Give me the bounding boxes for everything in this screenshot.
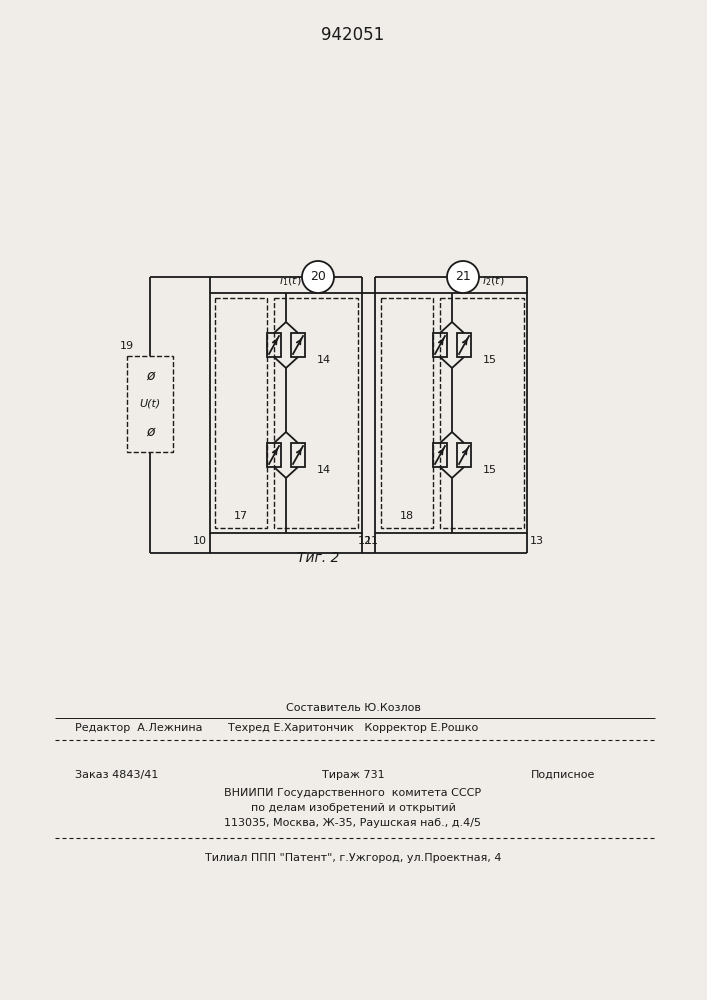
Text: 12: 12	[358, 536, 372, 546]
Circle shape	[447, 261, 479, 293]
Bar	[210, 293, 362, 533]
Bar	[381, 298, 433, 528]
Bar	[375, 293, 527, 533]
Text: 942051: 942051	[322, 26, 385, 44]
Text: 11: 11	[365, 536, 379, 546]
Bar	[457, 333, 471, 357]
Bar	[127, 356, 173, 452]
Text: Τиг. 2: Τиг. 2	[297, 551, 339, 565]
Text: U(t): U(t)	[139, 399, 160, 409]
Circle shape	[302, 261, 334, 293]
Bar	[215, 298, 267, 528]
Text: Тираж 731: Тираж 731	[322, 770, 385, 780]
Text: 21: 21	[455, 270, 471, 284]
Bar	[433, 333, 447, 357]
Text: Составитель Ю.Козлов: Составитель Ю.Козлов	[286, 703, 421, 713]
Text: $i_2(t)$: $i_2(t)$	[481, 274, 504, 288]
Bar	[291, 333, 305, 357]
Bar	[267, 333, 281, 357]
Text: 13: 13	[530, 536, 544, 546]
Text: 14: 14	[317, 465, 331, 475]
Text: 17: 17	[234, 511, 248, 521]
Bar	[457, 443, 471, 467]
Bar	[274, 298, 358, 528]
Text: ВНИИПИ Государственного  комитета СССР: ВНИИПИ Государственного комитета СССР	[224, 788, 481, 798]
Text: 10: 10	[193, 536, 207, 546]
Bar	[291, 443, 305, 467]
Text: 14: 14	[317, 355, 331, 365]
Bar	[440, 298, 524, 528]
Bar	[267, 443, 281, 467]
Text: по делам изобретений и открытий: по делам изобретений и открытий	[250, 803, 455, 813]
Text: Редактор  А.Лежнина: Редактор А.Лежнина	[75, 723, 202, 733]
Text: 18: 18	[400, 511, 414, 521]
Text: Подписное: Подписное	[531, 770, 595, 780]
Text: 15: 15	[483, 355, 497, 365]
Text: Заказ 4843/41: Заказ 4843/41	[75, 770, 158, 780]
Text: 15: 15	[483, 465, 497, 475]
Text: ø: ø	[146, 369, 154, 383]
Text: 20: 20	[310, 270, 326, 284]
Text: 113035, Москва, Ж-35, Раушская наб., д.4/5: 113035, Москва, Ж-35, Раушская наб., д.4…	[225, 818, 481, 828]
Text: 19: 19	[120, 341, 134, 351]
Text: ø: ø	[146, 425, 154, 439]
Text: Τилиал ППП "Патент", г.Ужгород, ул.Проектная, 4: Τилиал ППП "Патент", г.Ужгород, ул.Проек…	[205, 853, 501, 863]
Bar	[433, 443, 447, 467]
Text: Техред Е.Харитончик   Корректор Е.Рошко: Техред Е.Харитончик Корректор Е.Рошко	[228, 723, 478, 733]
Text: $i_1(t)$: $i_1(t)$	[279, 274, 301, 288]
